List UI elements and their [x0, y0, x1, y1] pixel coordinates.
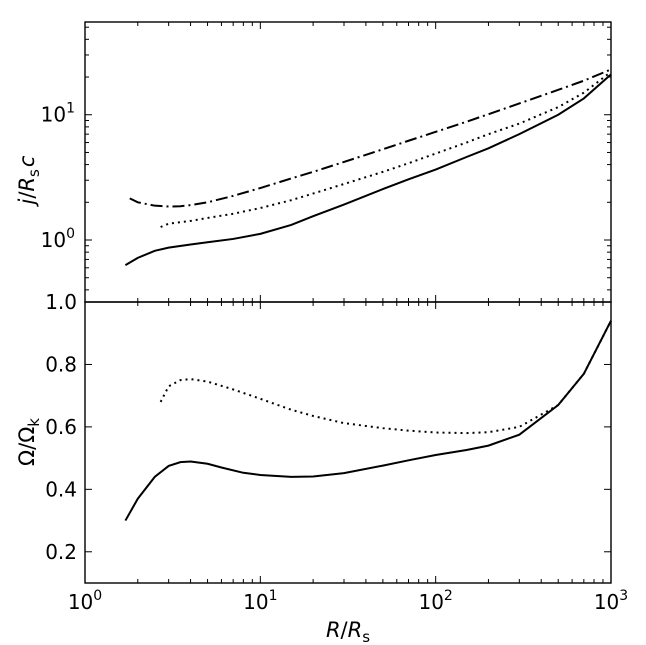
y-tick-label: 101 — [41, 101, 75, 127]
x-tick-label: 103 — [594, 588, 628, 614]
bottom-axes-frame — [84, 301, 612, 584]
x-tick-label: 101 — [243, 588, 277, 614]
bottom-ytick-labels: 0.2 0.4 0.6 0.8 1.0 — [45, 290, 77, 564]
y-tick-label: 100 — [41, 226, 75, 252]
x-tick-label: 100 — [68, 588, 102, 614]
y-tick-label: 0.6 — [45, 415, 77, 439]
y-tick-label: 0.2 — [45, 540, 77, 564]
top-panel: 100 101 j/Rsc — [15, 21, 612, 303]
top-series — [124, 68, 612, 267]
y-tick-label: 0.4 — [45, 477, 77, 501]
top-ytick-labels: 100 101 — [41, 101, 75, 252]
bottom-y-axis-label: Ω/Ωk — [15, 418, 43, 466]
series-line-solid — [124, 320, 612, 522]
x-axis-label: R/Rs — [326, 618, 370, 645]
bottom-panel: 0.2 0.4 0.6 0.8 1.0 100 101 102 103 Ω/Ωk R/Rs — [15, 290, 628, 645]
series-line-dashdot — [129, 68, 612, 208]
y-tick-label: 0.8 — [45, 352, 77, 376]
top-y-axis-label: j/Rsc — [15, 155, 43, 207]
x-tick-label: 102 — [418, 588, 452, 614]
bottom-series — [124, 320, 612, 522]
series-line-solid — [124, 73, 612, 267]
bottom-xtick-labels: 100 101 102 103 — [68, 588, 628, 614]
top-axes-frame — [84, 21, 612, 303]
y-tick-label: 1.0 — [45, 290, 77, 314]
bottom-ticks — [84, 301, 611, 583]
series-line-dotted — [160, 71, 612, 228]
top-ticks — [84, 22, 611, 302]
